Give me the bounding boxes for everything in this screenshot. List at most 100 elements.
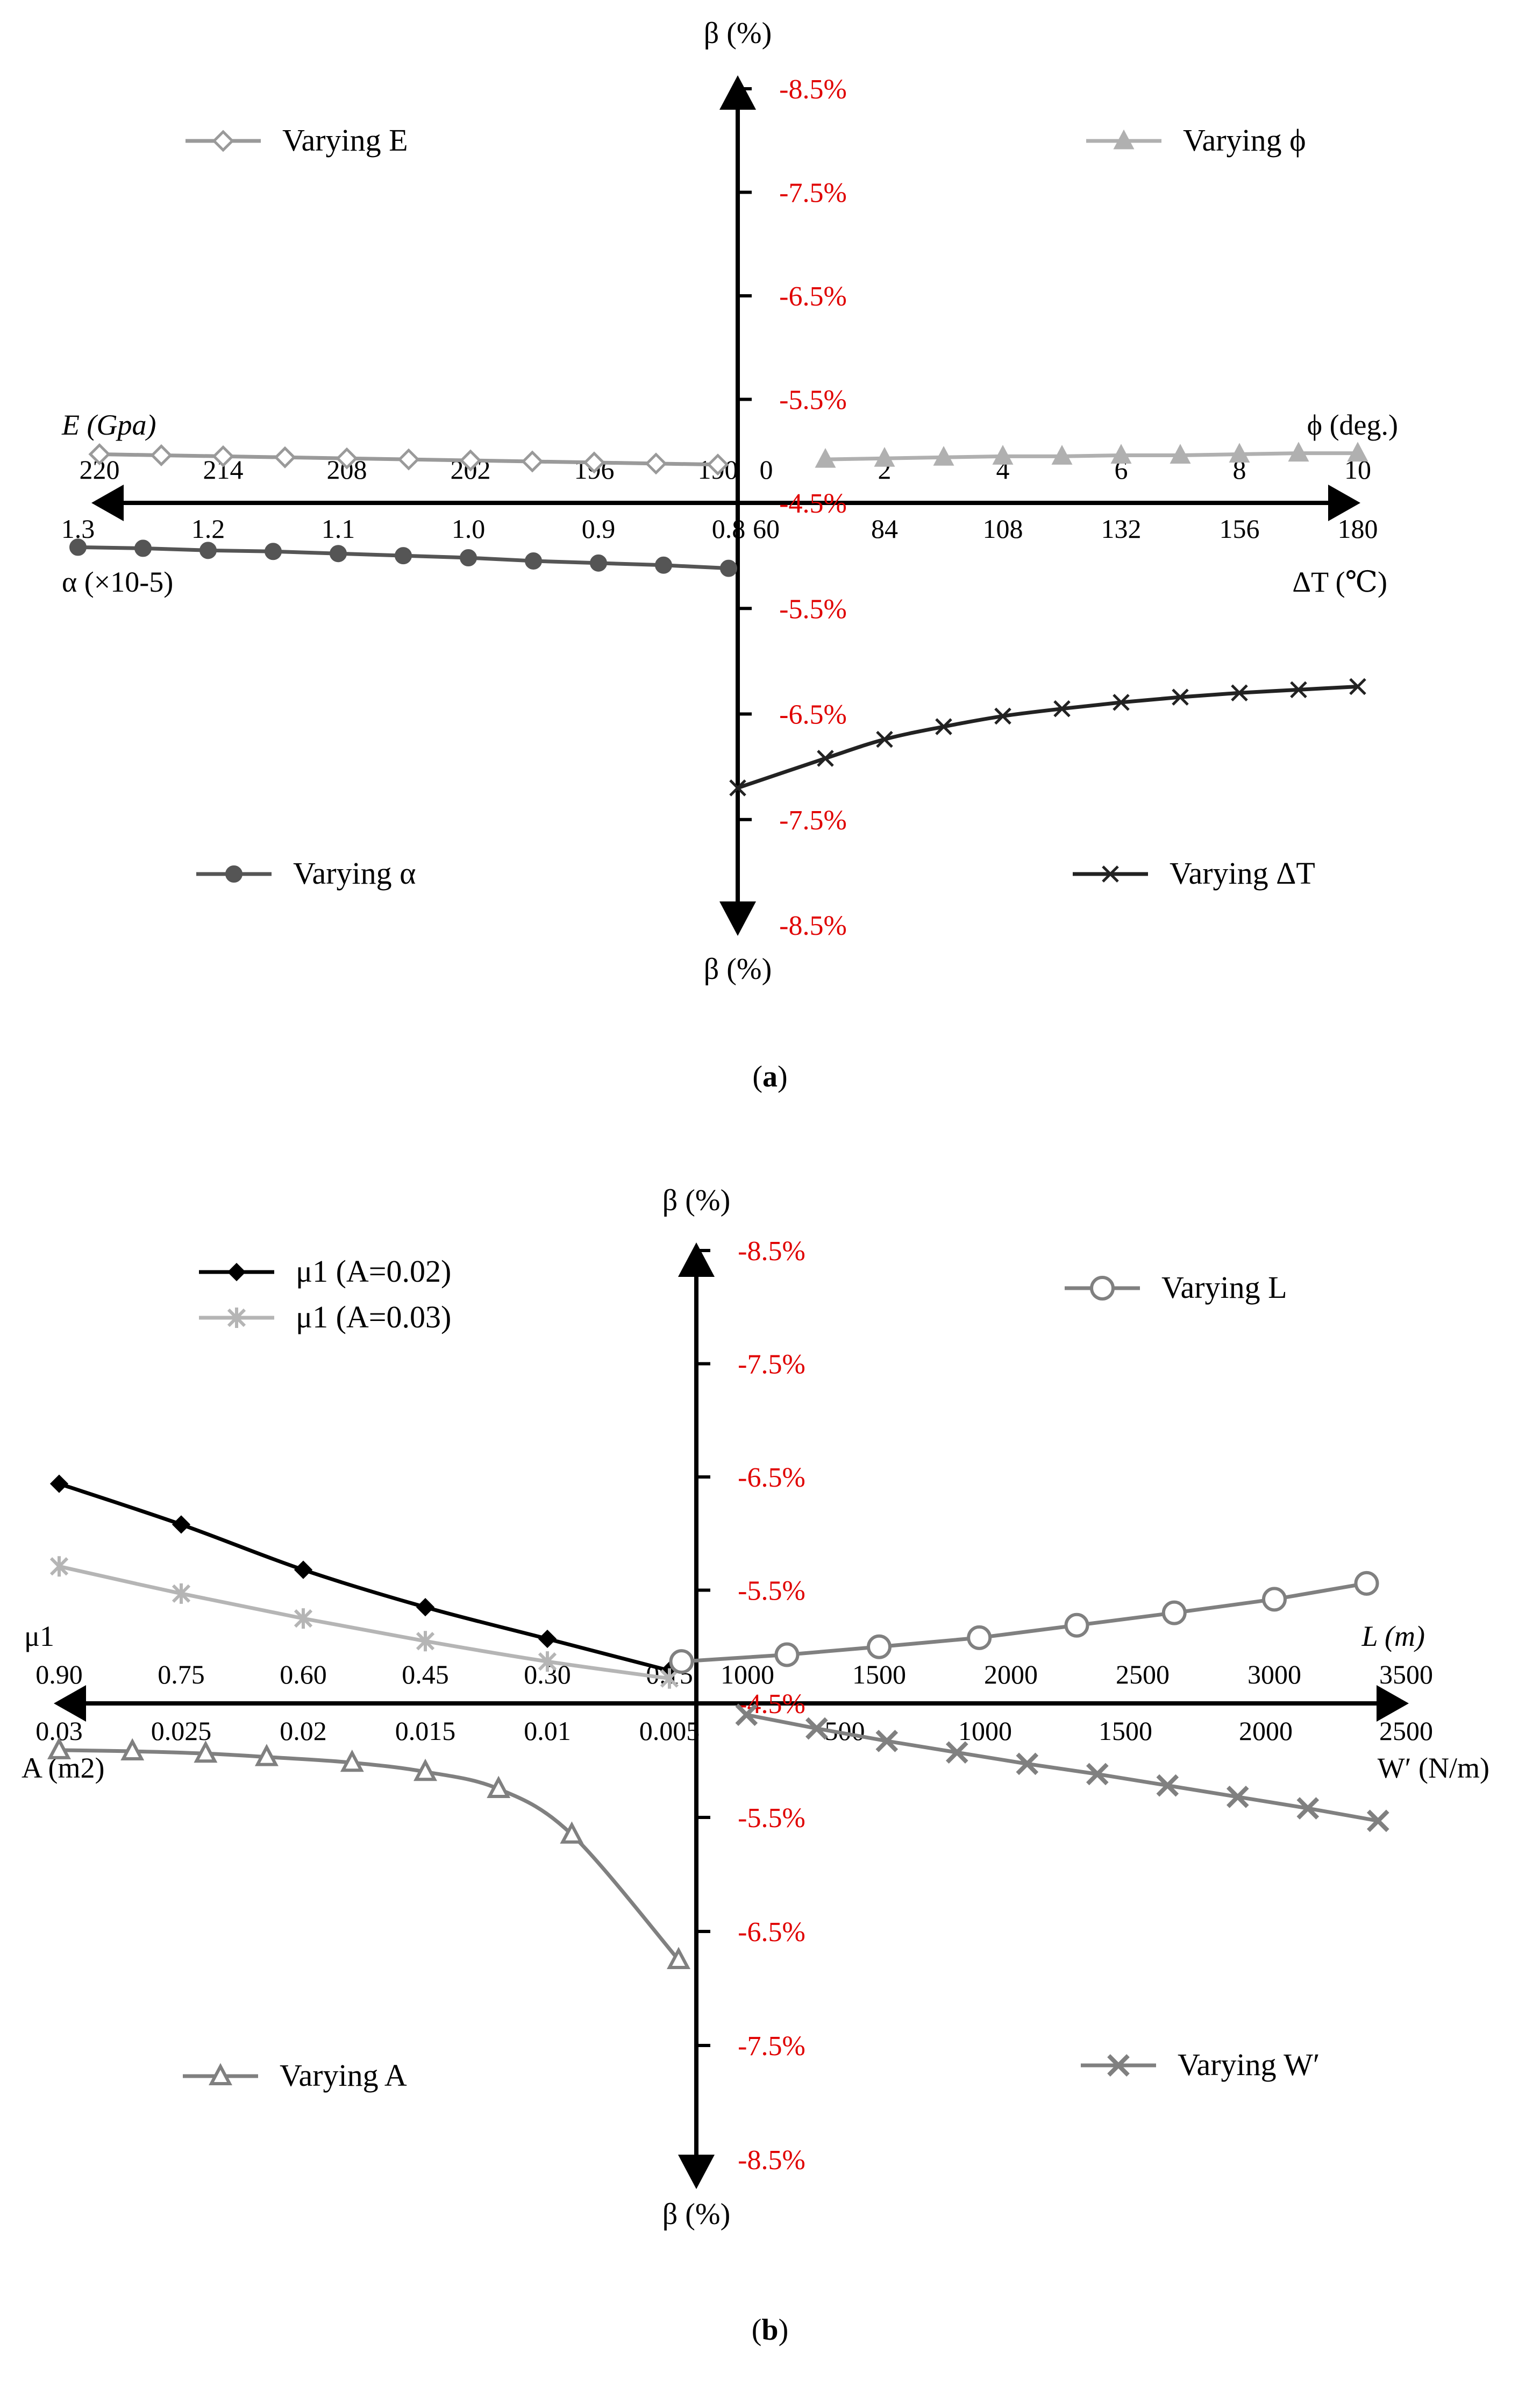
panel-a-series-dT-point-shape [1231, 684, 1248, 702]
panel-b-v-arrow-bottom [678, 2155, 715, 2189]
panel-b-series-mu-0-point-shape [172, 1515, 191, 1534]
panel-b-L-tick: 1500 [852, 1659, 906, 1689]
panel-b-series-L-line [681, 1581, 1367, 1664]
panel-b-ytick-label-up: -6.5% [738, 1462, 805, 1493]
panel-a-ytick-label-down: -6.5% [779, 700, 847, 730]
panel-a-alpha-tick: 1.2 [191, 514, 225, 544]
panel-a-series-phi-point [1051, 445, 1073, 465]
panel-a-ytick-label-down: -8.5% [779, 911, 847, 941]
panel-b-legend-W-label: Varying W′ [1178, 2047, 1320, 2082]
panel-a-phi-tick: 0 [760, 454, 773, 485]
panel-a-series-dT-point [1290, 681, 1307, 699]
panel-a-series-E-point-shape [397, 448, 420, 471]
panel-b-legend-A-swatch-marker [209, 2063, 232, 2085]
panel-b-beta-top-label: β (%) [662, 1184, 730, 1217]
panel-b-A-tick: 0.01 [524, 1716, 571, 1746]
panel-a-series-dT-point [876, 730, 893, 748]
panel-a-series-dT-point [1113, 694, 1130, 711]
panel-b-L-tick: 1000 [721, 1659, 774, 1689]
panel-a-series-phi-point-shape [1288, 442, 1309, 462]
panel-a-legend-phi-label: Varying ϕ [1183, 123, 1306, 158]
panel-b-W-tick: 1000 [958, 1716, 1012, 1746]
panel-a-series-E-point-shape [707, 453, 729, 476]
panel-b-series-mu-1-point-shape [538, 1651, 557, 1672]
panel-b-series-W-line [746, 1713, 1379, 1823]
panel-b-series-W-point [1366, 1809, 1389, 1832]
panel-a-series-dT-point [729, 779, 746, 797]
panel-b-series-W-point-shape [875, 1730, 899, 1752]
panel-a-h-arrow-left [91, 485, 124, 521]
panel-b-h-arrow-left [54, 1685, 86, 1722]
panel-b-series-L-point [1354, 1571, 1379, 1596]
caption-b: (b) [751, 2313, 789, 2347]
panel-b-series-mu-1-point [660, 1668, 679, 1689]
panel-b-series-L-point-shape [774, 1642, 800, 1667]
panel-b-series-mu-1-point-shape [660, 1668, 679, 1689]
panel-b-series-W-point-shape [1226, 1786, 1249, 1808]
panel-a-v-arrow-top [719, 75, 756, 110]
panel-a-series-phi-point-shape [933, 446, 954, 466]
panel-b-series-mu-0-point [172, 1515, 191, 1534]
panel-a-series-phi-point [874, 447, 895, 467]
panel-b-ytick-label-up: -7.5% [738, 1349, 805, 1380]
panel-a-dT-tick: 180 [1338, 514, 1378, 544]
panel-a-series-E-point [150, 444, 173, 466]
panel-a-series-phi-point [1110, 444, 1132, 464]
panel-a-series-E-point [645, 452, 667, 475]
panel-b-series-A-point [47, 1737, 71, 1759]
panel-a-series-alpha-point-shape [134, 539, 152, 557]
panel-b-series-A-point-shape [413, 1758, 437, 1781]
panel-a-series-dT-point-shape [1349, 678, 1366, 695]
panel-a-legend-E-swatch-marker-shape [212, 130, 234, 152]
panel-b-beta-bottom-label: β (%) [662, 2198, 730, 2231]
panel-b-series-mu-1-point [294, 1608, 313, 1629]
panel-a-series-dT-point-shape [1113, 694, 1130, 711]
panel-b-series-A-point-shape [47, 1737, 71, 1759]
panel-b-series-L-point-shape [1161, 1600, 1187, 1625]
panel-a-series-E-point [336, 447, 358, 470]
panel-b-W-axis-label: W′ (N/m) [1378, 1752, 1489, 1784]
panel-b-ytick-label-down: -5.5% [738, 1803, 805, 1834]
panel-b-W-tick: 2500 [1379, 1716, 1433, 1746]
panel-b-mu-tick: 0.60 [280, 1659, 327, 1689]
panel-b-legend-mu-A003-swatch-marker-shape [227, 1308, 246, 1328]
panel-b-legend-mu-A002-label: μ1 (A=0.02) [296, 1254, 451, 1289]
panel-a-series-dT-point-shape [729, 779, 746, 797]
panel-b-series-A-line [59, 1748, 680, 1962]
panel-a-dT-tick: 60 [753, 514, 780, 544]
panel-a-series-alpha-point-shape [199, 542, 217, 559]
panel-b-series-A-point [194, 1740, 218, 1763]
panel-a-series-phi-point [1347, 442, 1368, 462]
panel-b-series-A-point-shape [120, 1738, 145, 1761]
panel-a-series-alpha-point-shape [395, 547, 412, 565]
panel-a-series-E-point-shape [150, 444, 173, 466]
panel-a-series-E-point [397, 448, 420, 471]
panel-a-series-E-point-shape [274, 446, 296, 468]
panel-b-mu-tick: 0.75 [158, 1659, 205, 1689]
caption-a: (a) [752, 1060, 788, 1093]
panel-b-series-A-point [413, 1758, 437, 1781]
panel-a-legend-phi-swatch-marker [1113, 129, 1135, 150]
panel-b-series-L-point [1064, 1612, 1089, 1638]
panel-a-series-E-point [274, 446, 296, 468]
panel-b-series-A-point [340, 1749, 364, 1772]
panel-b-series-W-point-shape [1366, 1809, 1389, 1832]
panel-a-series-alpha-point [395, 547, 412, 565]
panel-b-L-tick: 2000 [984, 1659, 1038, 1689]
panel-a-series-E-point-shape [521, 450, 544, 473]
panel-a-alpha-tick: 0.9 [582, 514, 616, 544]
panel-b-series-mu-1-point-shape [416, 1631, 435, 1652]
panel-b-series-A-point-shape [340, 1749, 364, 1772]
panel-b-series-mu-0-point-shape [294, 1560, 313, 1579]
panel-a-ytick-label-up: -4.5% [779, 488, 847, 519]
panel-a-series-E-point-shape [645, 452, 667, 475]
panel-a-series-alpha-point-shape [590, 554, 607, 572]
panel-b-series-W-point-shape [1016, 1752, 1039, 1775]
panel-a-dT-tick: 132 [1101, 514, 1142, 544]
panel-a-series-alpha-point [460, 549, 477, 567]
panel-b-legend-A-swatch-marker-shape [209, 2063, 232, 2085]
panel-a-alpha-tick: 0.8 [712, 514, 746, 544]
panel-b-ytick-label-down: -7.5% [738, 2031, 805, 2062]
panel-a-series-phi-point-shape [1051, 445, 1073, 465]
